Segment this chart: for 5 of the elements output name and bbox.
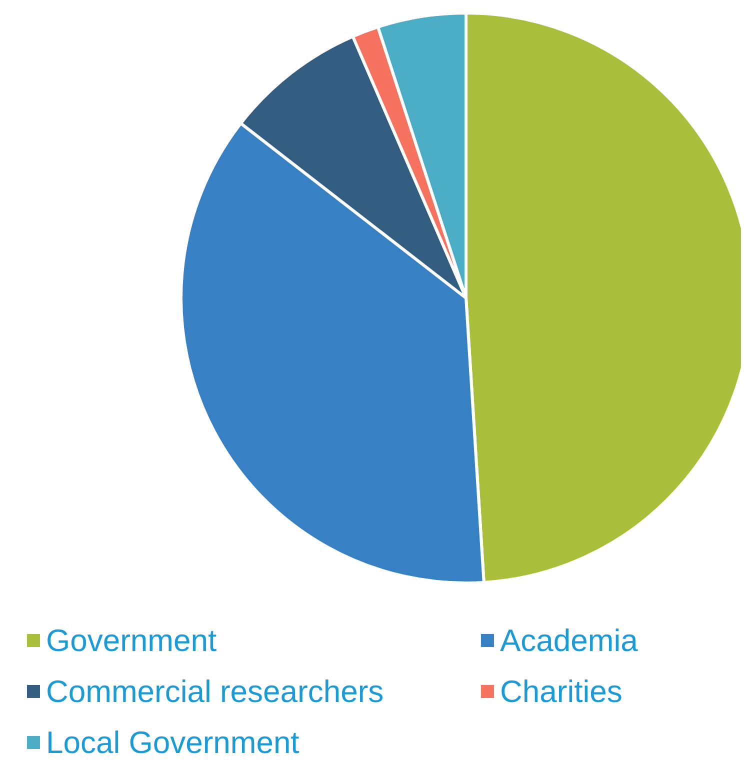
legend-label: Government	[46, 623, 217, 658]
legend-label: Commercial researchers	[46, 674, 384, 709]
legend-label: Charities	[500, 674, 622, 709]
legend-label: Local Government	[46, 725, 300, 760]
legend-label: Academia	[500, 623, 639, 658]
